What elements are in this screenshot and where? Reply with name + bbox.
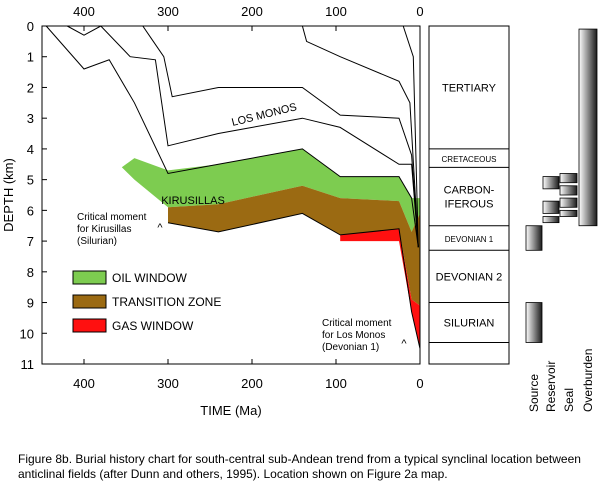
burial-line-1: [66, 25, 419, 248]
series-area-2: [340, 228, 420, 349]
seal-bar-3: [559, 209, 578, 217]
source-bar-0: [525, 225, 543, 251]
y-tick-label-2: 2: [27, 80, 34, 95]
series-area-1: [168, 185, 420, 306]
strat-label-0-0: TERTIARY: [442, 82, 497, 94]
seal-bar-1: [559, 185, 578, 196]
strat-frame: [428, 25, 510, 365]
stratigraphy-column: TERTIARY CRETACEOUS CARBON- IFEROUS DEVONIAN…: [428, 25, 510, 365]
x-tick-label-bottom-0: 400: [73, 376, 95, 391]
source-bar-1: [525, 302, 543, 343]
x-axis-label: TIME (Ma): [200, 403, 261, 418]
strat-label-4-0: DEVONIAN 2: [436, 271, 503, 283]
y-tick-label-5: 5: [27, 173, 34, 188]
ps-column-label-1: Reservoir: [544, 361, 558, 412]
y-tick-label-9: 9: [27, 296, 34, 311]
strat-label-5-0: SILURIAN: [444, 318, 495, 330]
ps-column-label-3: Overburden: [581, 349, 595, 412]
legend-swatch-1: [72, 294, 107, 309]
critical-los-monos-line-0: Critical moment: [322, 318, 392, 329]
strat-label-3-0: DEVONIAN 1: [445, 235, 494, 244]
y-tick-label-7: 7: [27, 234, 34, 249]
burial-line-2: [142, 25, 419, 248]
critical-kirusillas-line-2: (Silurian): [77, 236, 117, 247]
y-tick-label-10: 10: [20, 326, 34, 341]
legend-swatch-0: [72, 270, 107, 285]
x-tick-label-bottom-4: 0: [416, 376, 423, 391]
reservoir-bar-2: [542, 216, 560, 224]
legend-label-2: GAS WINDOW: [112, 319, 194, 333]
legend-label-1: TRANSITION ZONE: [112, 295, 221, 309]
axes: 400 400 300 300 200 200 100 100 0 0 0 1 2 3 4 5 6 7 8 9 10 11…: [1, 4, 424, 418]
y-tick-label-3: 3: [27, 111, 34, 126]
x-tick-label-top-4: 0: [416, 4, 423, 19]
y-tick-label-4: 4: [27, 142, 34, 157]
strat-label-2-1: IFEROUS: [445, 199, 494, 211]
plot-area: [45, 25, 421, 349]
x-tick-label-bottom-3: 100: [325, 376, 347, 391]
label-kirusillas: KIRUSILLAS: [161, 195, 225, 207]
burial-history-figure: 400 400 300 300 200 200 100 100 0 0 0 1 2 3 4 5 6 7 8 9 10 11…: [1, 4, 598, 418]
x-tick-label-top-0: 400: [73, 4, 95, 19]
overburden-bar-0: [578, 28, 598, 227]
petroleum-system-bars: Source Reservoir Seal Overburden: [525, 28, 598, 412]
burial-line-3: [301, 25, 419, 248]
seal-bar-2: [559, 197, 578, 208]
x-tick-label-top-3: 100: [325, 4, 347, 19]
x-tick-label-top-1: 300: [157, 4, 179, 19]
burial-line-4: [402, 25, 419, 248]
seal-bar-0: [559, 173, 578, 184]
critical-los-monos-line-1: for Los Monos: [322, 330, 385, 341]
critical-kirusillas-line-1: for Kirusillas: [77, 224, 131, 235]
x-tick-label-bottom-2: 200: [241, 376, 263, 391]
x-tick-label-bottom-1: 300: [157, 376, 179, 391]
legend: OIL WINDOW TRANSITION ZONE GAS WINDOW: [72, 270, 221, 333]
burial-line-deep: [167, 212, 421, 349]
y-tick-label-1: 1: [27, 50, 34, 65]
x-tick-label-top-2: 200: [241, 4, 263, 19]
ps-column-label-2: Seal: [562, 388, 576, 412]
reservoir-bar-1: [542, 200, 560, 214]
y-tick-label-8: 8: [27, 265, 34, 280]
critical-kirusillas-caret: ^: [157, 222, 163, 234]
plot-frame: [41, 25, 421, 365]
y-tick-label-11: 11: [21, 357, 35, 372]
critical-kirusillas-line-0: Critical moment: [77, 212, 147, 223]
strat-label-2-0: CARBON-: [444, 185, 495, 197]
ps-column-label-0: Source: [527, 374, 541, 412]
y-axis-label: DEPTH (km): [1, 158, 16, 232]
strat-label-1-0: CRETACEOUS: [442, 155, 497, 164]
y-tick-label-6: 6: [27, 203, 34, 218]
legend-swatch-2: [72, 318, 107, 333]
reservoir-bar-0: [542, 176, 560, 190]
series-area-0: [121, 148, 421, 232]
legend-label-0: OIL WINDOW: [112, 271, 188, 285]
critical-los-monos-caret: ^: [401, 338, 407, 350]
y-tick-label-0: 0: [27, 19, 34, 34]
critical-los-monos-line-2: (Devonian 1): [322, 342, 379, 353]
burial-line-0: [45, 25, 419, 248]
figure-caption: Figure 8b. Burial history chart for sout…: [18, 452, 581, 481]
